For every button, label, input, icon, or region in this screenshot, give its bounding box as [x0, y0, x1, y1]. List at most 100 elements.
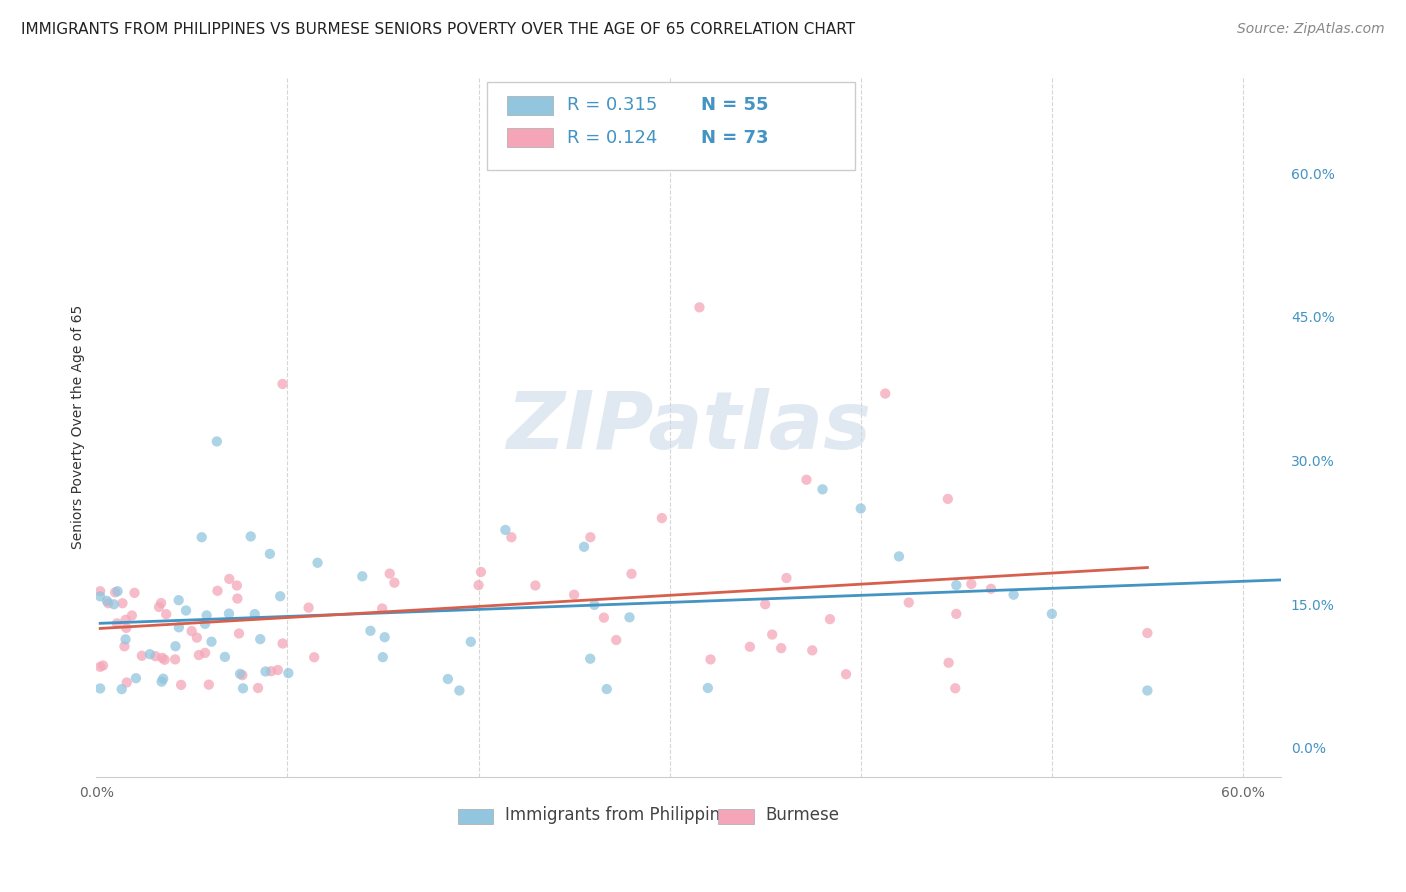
- Point: [174, 603, 197, 617]
- Point: [260, 664, 283, 678]
- Point: [150, 651, 173, 665]
- Point: [198, 678, 221, 692]
- Point: [754, 137, 776, 152]
- Point: [186, 631, 208, 645]
- Point: [218, 607, 240, 621]
- Point: [796, 473, 818, 487]
- Point: [269, 589, 291, 603]
- Point: [89, 681, 111, 696]
- Point: [167, 593, 190, 607]
- Point: [1136, 626, 1159, 640]
- Text: Source: ZipAtlas.com: Source: ZipAtlas.com: [1237, 22, 1385, 37]
- Point: [460, 634, 482, 648]
- Point: [897, 595, 920, 609]
- Point: [139, 647, 162, 661]
- Point: [352, 569, 374, 583]
- Point: [378, 566, 401, 581]
- Point: [115, 621, 138, 635]
- Point: [761, 627, 783, 641]
- Point: [155, 607, 177, 622]
- Point: [696, 681, 718, 695]
- Point: [229, 666, 252, 681]
- Point: [605, 632, 627, 647]
- Point: [207, 583, 229, 598]
- Point: [699, 652, 721, 666]
- Text: R = 0.315: R = 0.315: [567, 96, 657, 114]
- Point: [121, 608, 143, 623]
- Point: [1040, 607, 1063, 621]
- Point: [945, 607, 967, 621]
- Point: [239, 529, 262, 543]
- Point: [467, 578, 489, 592]
- Point: [811, 483, 834, 497]
- Point: [579, 530, 602, 544]
- Point: [247, 681, 270, 695]
- Point: [371, 650, 394, 665]
- Point: [271, 636, 294, 650]
- Point: [437, 672, 460, 686]
- Point: [302, 650, 325, 665]
- Point: [801, 643, 824, 657]
- FancyBboxPatch shape: [508, 128, 553, 147]
- Point: [960, 577, 983, 591]
- Point: [619, 610, 641, 624]
- Point: [297, 600, 319, 615]
- Point: [470, 565, 492, 579]
- Point: [105, 616, 128, 631]
- Point: [1002, 588, 1025, 602]
- Point: [501, 530, 523, 544]
- Point: [384, 575, 406, 590]
- Y-axis label: Seniors Poverty Over the Age of 65: Seniors Poverty Over the Age of 65: [72, 305, 86, 549]
- Point: [165, 639, 187, 653]
- Point: [579, 651, 602, 665]
- Point: [1136, 683, 1159, 698]
- Point: [271, 376, 294, 391]
- Point: [249, 632, 271, 647]
- Point: [738, 640, 761, 654]
- Point: [754, 597, 776, 611]
- Point: [572, 540, 595, 554]
- Point: [97, 596, 120, 610]
- Point: [371, 601, 394, 615]
- Point: [165, 652, 187, 666]
- Point: [688, 301, 710, 315]
- Point: [111, 596, 134, 610]
- Point: [125, 671, 148, 685]
- Point: [214, 649, 236, 664]
- Point: [104, 585, 127, 599]
- Point: [374, 630, 396, 644]
- Point: [359, 624, 381, 638]
- Point: [152, 672, 174, 686]
- Text: ZIPatlas: ZIPatlas: [506, 388, 872, 467]
- Point: [107, 584, 129, 599]
- Point: [194, 616, 217, 631]
- Point: [562, 588, 585, 602]
- Point: [194, 646, 217, 660]
- Point: [167, 620, 190, 634]
- FancyBboxPatch shape: [458, 809, 494, 824]
- Point: [114, 632, 136, 647]
- Point: [243, 607, 266, 621]
- Point: [187, 648, 209, 662]
- Point: [945, 578, 967, 592]
- Point: [91, 658, 114, 673]
- Text: Immigrants from Philippines: Immigrants from Philippines: [505, 806, 740, 824]
- FancyBboxPatch shape: [508, 95, 553, 115]
- Text: R = 0.124: R = 0.124: [567, 129, 657, 147]
- Point: [124, 586, 146, 600]
- Point: [231, 668, 253, 682]
- Point: [228, 626, 250, 640]
- Point: [115, 675, 138, 690]
- Point: [114, 613, 136, 627]
- Point: [89, 660, 111, 674]
- Point: [494, 523, 516, 537]
- Point: [307, 556, 329, 570]
- Point: [190, 530, 212, 544]
- Point: [232, 681, 254, 696]
- Point: [980, 582, 1002, 596]
- Point: [592, 610, 614, 624]
- Point: [170, 678, 193, 692]
- Point: [150, 674, 173, 689]
- Point: [849, 501, 872, 516]
- Point: [111, 682, 134, 697]
